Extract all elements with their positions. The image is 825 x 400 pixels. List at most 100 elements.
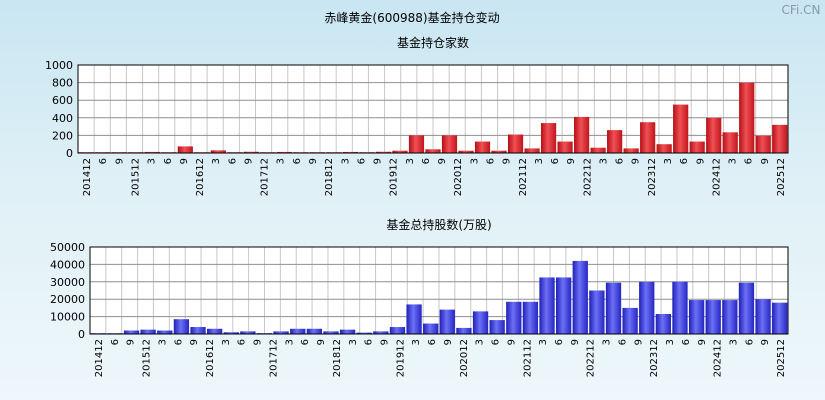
- bar: [491, 150, 507, 153]
- bar: [472, 311, 489, 334]
- bar: [323, 331, 339, 334]
- x-tick-label: 202312: [647, 158, 658, 196]
- bar: [173, 319, 190, 334]
- x-tick-label: 6: [491, 339, 502, 345]
- x-tick-label: 3: [665, 339, 676, 345]
- x-tick-label: 201712: [268, 339, 279, 377]
- x-tick-label: 202012: [453, 158, 464, 196]
- x-tick-label: 201812: [332, 339, 343, 377]
- bar: [722, 132, 738, 153]
- x-tick-label: 6: [227, 158, 238, 164]
- x-tick-label: 6: [615, 158, 626, 164]
- bar: [772, 124, 788, 153]
- bar: [590, 147, 606, 153]
- bar: [456, 327, 472, 334]
- x-tick-label: 9: [308, 158, 319, 164]
- x-tick-label: 9: [566, 158, 577, 164]
- bar: [140, 329, 156, 334]
- x-tick-label: 9: [114, 158, 125, 164]
- y-tick-label: 400: [52, 112, 73, 125]
- x-tick-label: 6: [485, 158, 496, 164]
- bar: [739, 82, 755, 153]
- x-tick-label: 3: [538, 339, 549, 345]
- bar: [772, 302, 788, 334]
- bar: [622, 307, 638, 334]
- bar: [524, 148, 540, 153]
- y-tick-label: 0: [78, 328, 85, 341]
- x-tick-label: 6: [364, 339, 375, 345]
- x-tick-label: 9: [631, 158, 642, 164]
- bar: [640, 122, 656, 153]
- bar: [190, 327, 206, 334]
- x-tick-label: 201812: [324, 158, 335, 196]
- bar: [639, 281, 655, 334]
- x-tick-label: 9: [502, 158, 513, 164]
- bar: [339, 329, 356, 334]
- x-tick-label: 9: [760, 339, 771, 345]
- x-tick-label: 201412: [82, 158, 93, 196]
- bar: [474, 141, 491, 153]
- x-tick-label: 9: [373, 158, 384, 164]
- y-tick-label: 1000: [45, 59, 73, 72]
- y-tick-label: 0: [66, 147, 73, 160]
- x-tick-label: 6: [356, 158, 367, 164]
- bar: [273, 331, 289, 334]
- bar: [458, 150, 474, 153]
- bar: [623, 148, 639, 153]
- bar: [539, 277, 555, 334]
- x-tick-label: 201712: [260, 158, 271, 196]
- x-tick-label: 201912: [395, 339, 406, 377]
- x-tick-label: 6: [744, 339, 755, 345]
- bar: [240, 331, 256, 334]
- x-tick-label: 9: [443, 339, 454, 345]
- x-tick-label: 3: [147, 158, 158, 164]
- bar: [276, 151, 292, 153]
- x-tick-label: 3: [284, 339, 295, 345]
- bar: [673, 104, 689, 153]
- bar: [373, 331, 389, 334]
- x-tick-label: 3: [211, 158, 222, 164]
- x-tick-label: 9: [760, 158, 771, 164]
- y-tick-label: 600: [52, 94, 73, 107]
- x-tick-label: 9: [437, 158, 448, 164]
- x-tick-label: 9: [243, 158, 254, 164]
- x-tick-label: 201612: [195, 158, 206, 196]
- x-tick-label: 202412: [713, 339, 724, 377]
- x-tick-label: 202112: [518, 158, 529, 196]
- bar: [705, 300, 721, 334]
- x-tick-label: 3: [469, 158, 480, 164]
- x-tick-label: 202112: [522, 339, 533, 377]
- x-tick-label: 6: [681, 339, 692, 345]
- x-tick-label: 9: [316, 339, 327, 345]
- y-tick-label: 30000: [50, 276, 85, 289]
- x-tick-label: 6: [163, 158, 174, 164]
- x-tick-label: 6: [300, 339, 311, 345]
- x-tick-label: 202512: [776, 339, 787, 377]
- bar: [356, 332, 372, 334]
- x-tick-label: 3: [221, 339, 232, 345]
- y-tick-label: 40000: [50, 258, 85, 271]
- x-tick-label: 9: [189, 339, 200, 345]
- x-tick-label: 6: [617, 339, 628, 345]
- bar: [123, 330, 140, 334]
- x-tick-label: 6: [744, 158, 755, 164]
- plot-frame: [89, 246, 789, 335]
- x-tick-label: 9: [253, 339, 264, 345]
- bar: [755, 299, 771, 334]
- x-tick-label: 6: [554, 339, 565, 345]
- bar: [223, 332, 239, 334]
- x-tick-label: 3: [405, 158, 416, 164]
- bar: [489, 320, 505, 334]
- bar: [342, 151, 359, 153]
- x-tick-label: 3: [663, 158, 674, 164]
- bar: [656, 144, 672, 153]
- x-tick-label: 6: [421, 158, 432, 164]
- x-tick-label: 202412: [711, 158, 722, 196]
- chart-title: 基金总持股数(万股): [386, 217, 491, 232]
- bar: [522, 301, 539, 334]
- x-tick-label: 9: [126, 339, 137, 345]
- bar: [157, 330, 173, 334]
- bar: [672, 281, 688, 334]
